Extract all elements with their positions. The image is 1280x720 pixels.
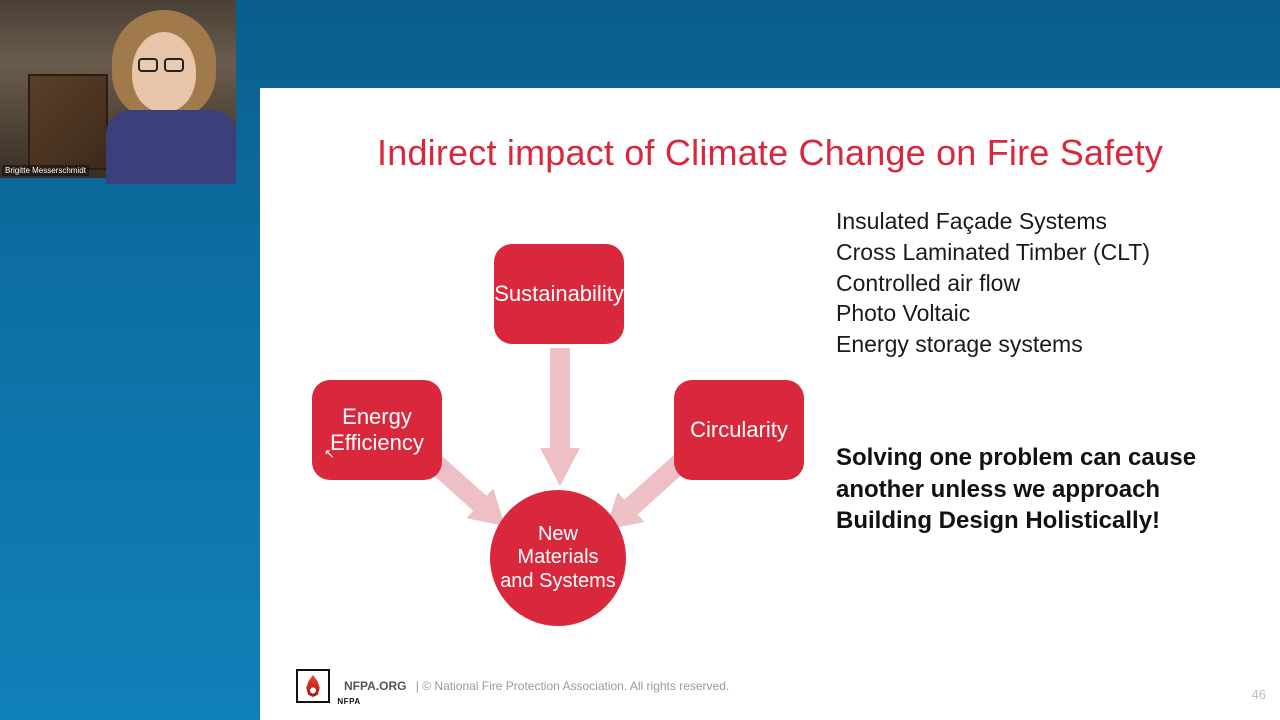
presentation-stage: Brigitte Messerschmidt Indirect impact o…: [0, 0, 1280, 720]
node-new-materials: New Materials and Systems: [490, 490, 626, 626]
webcam-person: [88, 6, 236, 174]
slide-footer: NFPA NFPA.ORG | © National Fire Protecti…: [296, 666, 1256, 706]
bullet-item: Insulated Façade Systems: [836, 206, 1256, 237]
node-circularity: Circularity: [674, 380, 804, 480]
footer-org: NFPA.ORG: [344, 679, 406, 693]
node-sustainability: Sustainability: [494, 244, 624, 344]
arrow-sustain-to-new: [540, 348, 580, 486]
slide-title: Indirect impact of Climate Change on Fir…: [284, 132, 1256, 174]
diagram-area: Energy Efficiency Sustainability Circula…: [278, 198, 838, 628]
node-energy-efficiency: Energy Efficiency: [312, 380, 442, 480]
key-statement: Solving one problem can cause another un…: [836, 442, 1256, 537]
presenter-name-tag: Brigitte Messerschmidt: [2, 165, 89, 176]
bullet-item: Controlled air flow: [836, 268, 1256, 299]
slide: Indirect impact of Climate Change on Fir…: [260, 88, 1280, 720]
nfpa-logo-text: NFPA: [332, 697, 366, 706]
nfpa-logo-icon: [296, 669, 330, 703]
bullet-item: Photo Voltaic: [836, 298, 1256, 329]
mouse-cursor-icon: ↖: [324, 446, 335, 462]
bullet-list: Insulated Façade Systems Cross Laminated…: [836, 206, 1256, 360]
bullet-item: Energy storage systems: [836, 329, 1256, 360]
footer-copyright: © National Fire Protection Association. …: [422, 679, 729, 693]
bullet-item: Cross Laminated Timber (CLT): [836, 237, 1256, 268]
footer-separator: |: [412, 679, 422, 693]
presenter-webcam: Brigitte Messerschmidt: [0, 0, 236, 178]
slide-number: 46: [1252, 687, 1266, 702]
